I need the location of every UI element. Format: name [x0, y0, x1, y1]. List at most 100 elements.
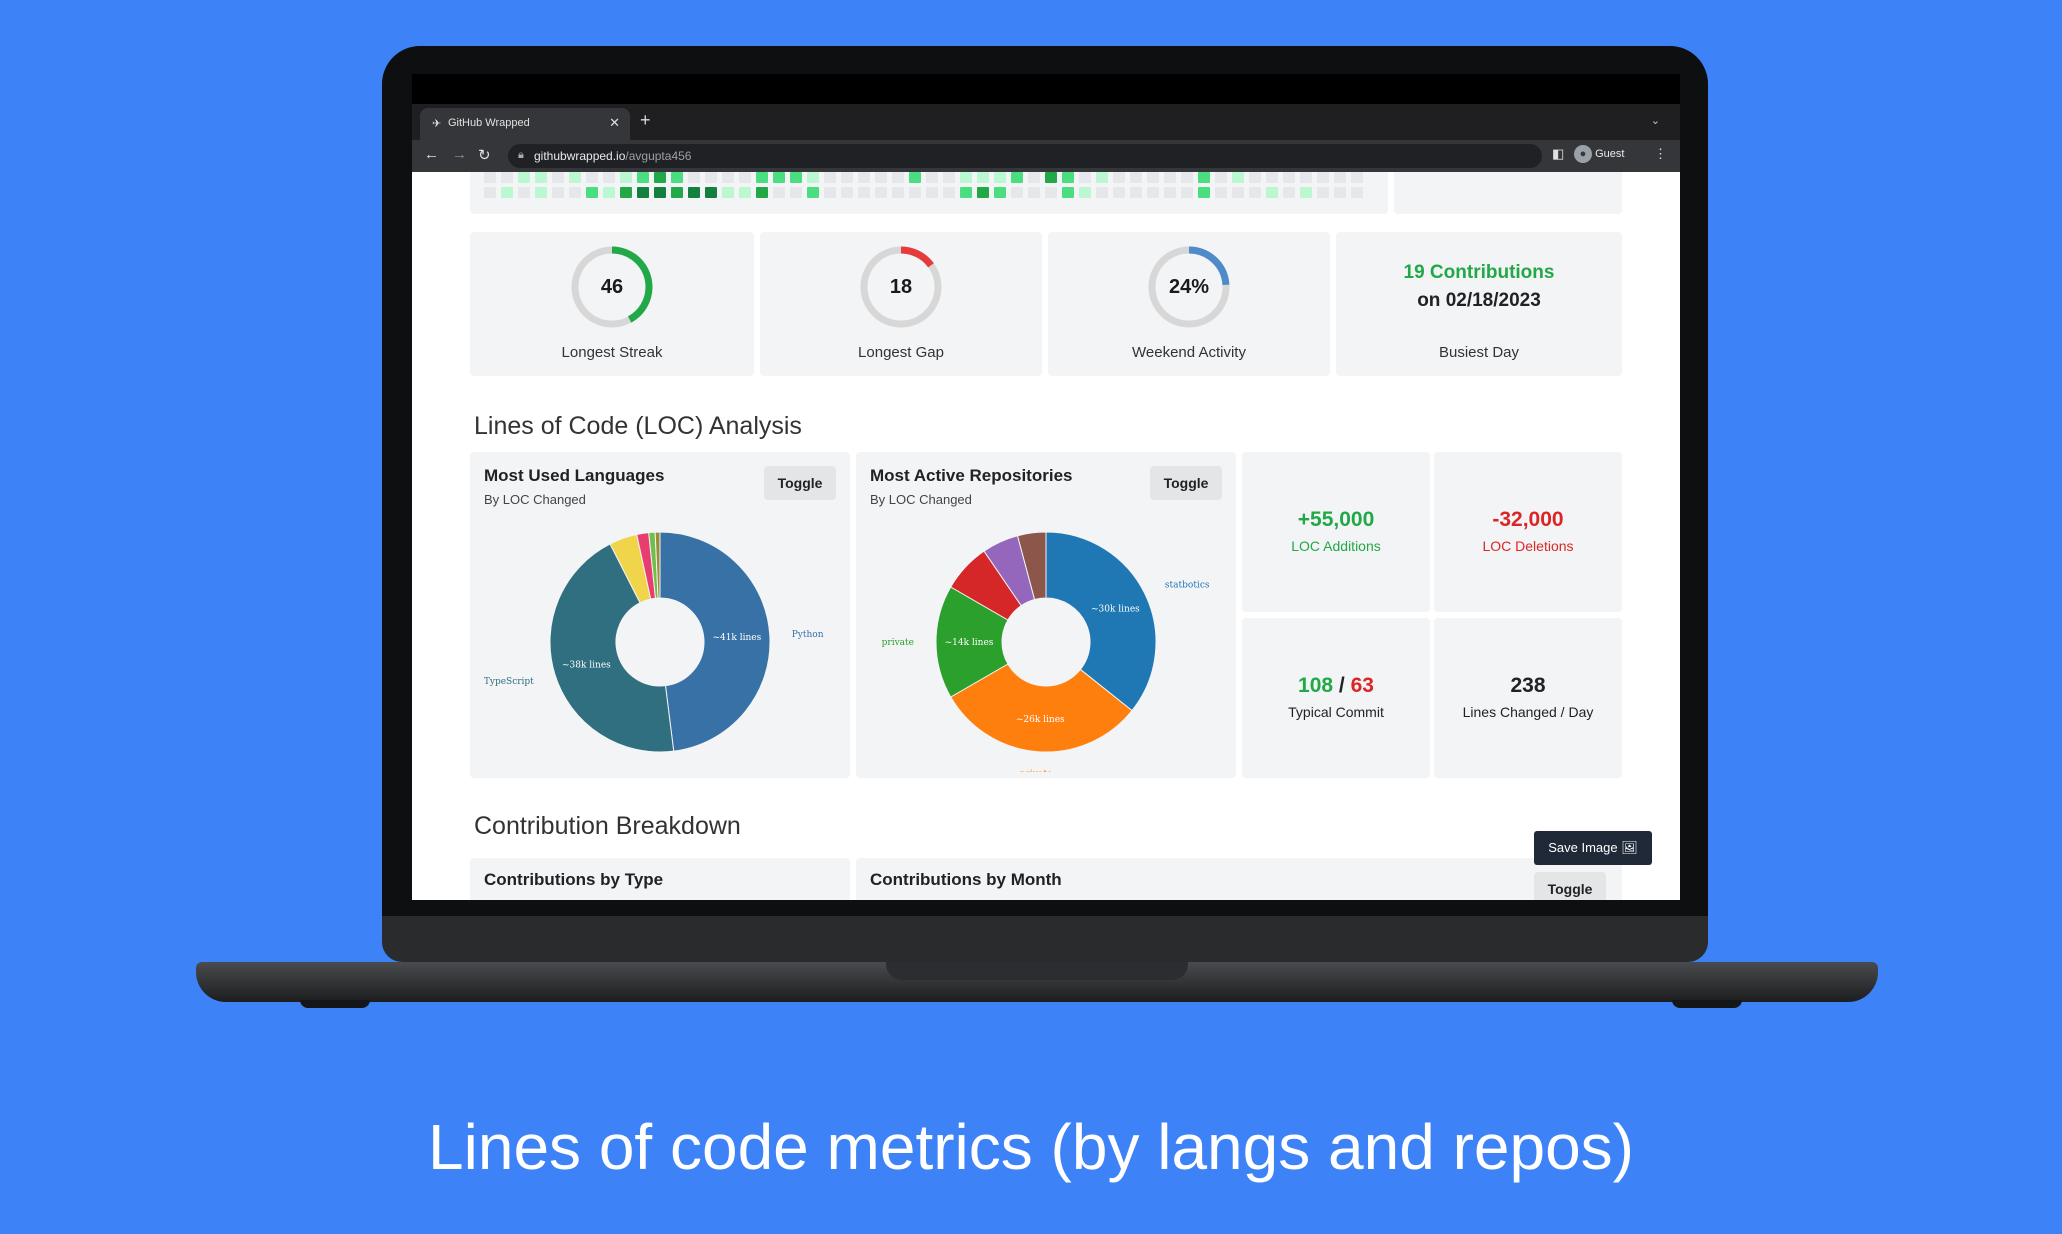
- heatmap-cell: [790, 172, 802, 183]
- donut-slice[interactable]: [659, 531, 771, 752]
- heatmap-cell: [484, 172, 496, 183]
- contribution-heatmap: [470, 172, 1400, 202]
- slice-name-label: private: [882, 638, 914, 648]
- back-icon[interactable]: ←: [424, 146, 439, 163]
- by-month-toggle-button[interactable]: Toggle: [1534, 872, 1606, 900]
- heatmap-cell: [1045, 187, 1057, 198]
- heatmap-cell: [688, 172, 700, 183]
- heatmap-cell: [858, 172, 870, 183]
- heatmap-cell: [620, 172, 632, 183]
- heatmap-cell: [1351, 172, 1363, 183]
- ring-progress: [571, 246, 653, 328]
- heatmap-cell: [1096, 187, 1108, 198]
- tab-title: GitHub Wrapped: [448, 117, 530, 129]
- slice-value-label: ~14k lines: [945, 638, 994, 648]
- weekend-activity-label: Weekend Activity: [1132, 344, 1246, 361]
- donut-slice[interactable]: [950, 663, 1133, 753]
- languages-donut-chart: ~41k lines Python ~38k lines TypeScript: [484, 531, 824, 753]
- heatmap-cell: [722, 187, 734, 198]
- donut-slice[interactable]: [935, 586, 1009, 698]
- busiest-day-label: Busiest Day: [1438, 344, 1520, 361]
- chevron-down-icon[interactable]: ⌄: [1650, 115, 1660, 127]
- heatmap-cell: [1300, 187, 1312, 198]
- typical-commit-label: Typical Commit: [1288, 704, 1384, 720]
- loc-heading: Lines of Code (LOC) Analysis: [474, 412, 802, 440]
- laptop-notch: [886, 962, 1188, 980]
- ring-progress: [1148, 246, 1230, 328]
- heatmap-cell: [1283, 187, 1295, 198]
- sidepanel-icon[interactable]: ◧: [1552, 146, 1565, 161]
- donut-slice[interactable]: [1016, 531, 1047, 601]
- repositories-donut-chart: ~30k lines statbotics ~26k lines private ~14…: [882, 531, 1210, 772]
- heatmap-cell: [1198, 187, 1210, 198]
- caption: Lines of code metrics (by langs and repo…: [428, 1111, 1634, 1183]
- heatmap-cell: [586, 187, 598, 198]
- heatmap-cell: [960, 172, 972, 183]
- heatmap-cell: [739, 172, 751, 183]
- forward-icon[interactable]: →: [452, 146, 467, 163]
- kebab-menu-icon[interactable]: ⋮: [1654, 146, 1667, 161]
- address-bar[interactable]: 🔒︎ githubwrapped.io/avgupta456: [508, 144, 1542, 168]
- repositories-title: Most Active Repositories: [870, 466, 1073, 485]
- heatmap-cell: [1011, 172, 1023, 183]
- heatmap-cell: [926, 172, 938, 183]
- languages-title: Most Used Languages: [484, 466, 665, 485]
- new-tab-icon[interactable]: +: [640, 110, 651, 130]
- slice-name-label: TypeScript: [484, 677, 534, 687]
- donut-slice[interactable]: [549, 543, 675, 753]
- browser-tabstrip: ✈ GitHub Wrapped ✕ + ⌄: [412, 104, 1680, 140]
- profile-button[interactable]: ● Guest: [1574, 145, 1624, 167]
- heatmap-cell: [1147, 187, 1159, 198]
- heatmap-cell: [688, 187, 700, 198]
- heatmap-cell: [824, 187, 836, 198]
- heatmap-cell: [569, 172, 581, 183]
- browser-toolbar: ← → ↻ 🔒︎ githubwrapped.io/avgupta456 ◧ ●…: [412, 140, 1680, 172]
- by-month-title: Contributions by Month: [870, 870, 1062, 889]
- weekend-activity-value: 24%: [1168, 276, 1210, 298]
- heatmap-cell: [637, 172, 649, 183]
- save-image-button[interactable]: Save Image 🖼︎: [1534, 831, 1652, 865]
- ring-progress: [860, 246, 942, 328]
- heatmap-cell: [722, 172, 734, 183]
- heatmap-cell: [654, 172, 666, 183]
- laptop-base: [196, 962, 1878, 1002]
- laptop-foot: [300, 1000, 370, 1008]
- by-type-title: Contributions by Type: [484, 870, 664, 889]
- by-type-card: Contributions by Type: [470, 858, 850, 900]
- reload-icon[interactable]: ↻: [478, 147, 491, 164]
- heatmap-cell: [892, 172, 904, 183]
- heatmap-cell: [1096, 172, 1108, 183]
- slice-value-label: ~30k lines: [1091, 605, 1140, 615]
- heatmap-cell: [1181, 172, 1193, 183]
- longest-streak-value: 46: [600, 276, 624, 298]
- heatmap-cell: [943, 172, 955, 183]
- repositories-toggle-button[interactable]: Toggle: [1150, 466, 1222, 500]
- heatmap-cell: [1130, 172, 1142, 183]
- heatmap-cell: [705, 187, 717, 198]
- slice-value-label: ~41k lines: [712, 633, 761, 643]
- heatmap-cell: [654, 187, 666, 198]
- typical-commit-card: 108 / 63 Typical Commit: [1242, 618, 1430, 778]
- browser-tab[interactable]: ✈ GitHub Wrapped ✕: [420, 108, 630, 140]
- heatmap-cell: [1079, 172, 1091, 183]
- heatmap-cell: [671, 187, 683, 198]
- heatmap-cell: [518, 187, 530, 198]
- close-tab-icon[interactable]: ✕: [609, 115, 620, 130]
- languages-toggle-button[interactable]: Toggle: [764, 466, 836, 500]
- slice-value-label: ~26k lines: [1016, 715, 1065, 725]
- heatmap-cell: [1181, 187, 1193, 198]
- donut-slice[interactable]: [1045, 531, 1157, 712]
- heatmap-cell: [1062, 187, 1074, 198]
- heatmap-cell: [1198, 172, 1210, 183]
- repositories-card: Most Active Repositories By LOC Changed …: [856, 452, 1236, 778]
- donut-slice[interactable]: [654, 531, 661, 599]
- by-month-card: Contributions by Month Toggle: [856, 858, 1622, 900]
- repositories-subtitle: By LOC Changed: [870, 492, 972, 507]
- laptop-screen: ✈ GitHub Wrapped ✕ + ⌄ ← → ↻ 🔒︎ githubwr…: [412, 74, 1680, 900]
- image-icon: 🖼︎: [1621, 840, 1638, 855]
- typical-commit-deletions: 63: [1350, 674, 1374, 697]
- heatmap-cell: [1334, 187, 1346, 198]
- laptop-hinge: [382, 916, 1708, 962]
- heatmap-cell: [1266, 172, 1278, 183]
- heatmap-cell: [892, 187, 904, 198]
